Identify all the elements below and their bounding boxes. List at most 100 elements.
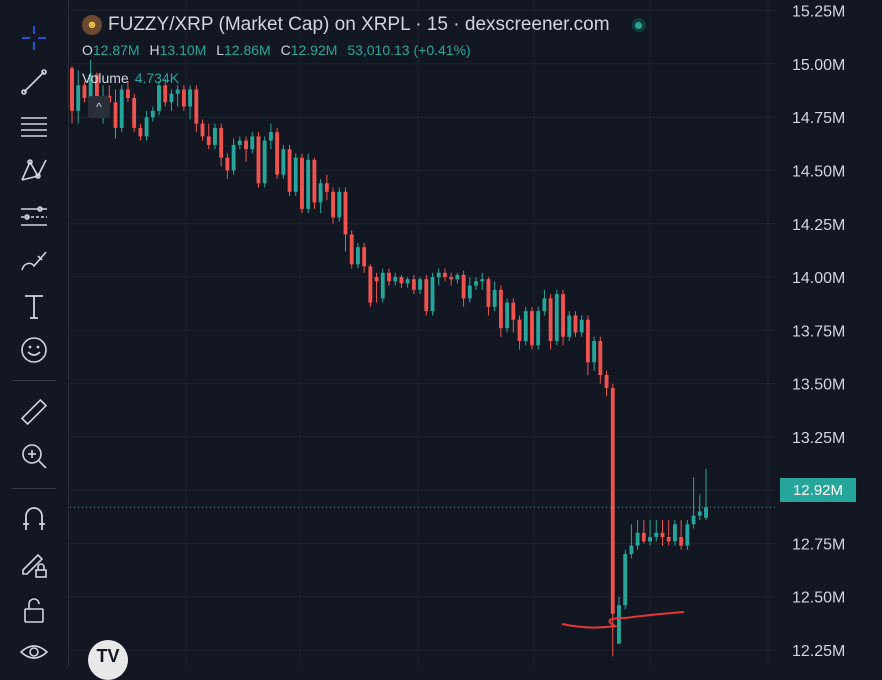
unlock-icon[interactable] [14, 590, 54, 630]
candle-body [660, 532, 665, 538]
candle-body [635, 532, 640, 546]
candle-body [430, 277, 435, 312]
candle-body [573, 315, 578, 333]
candle-body [324, 183, 329, 192]
candle-body [467, 285, 472, 299]
candle-body [411, 279, 416, 290]
candle-body [275, 132, 280, 175]
candle-body [126, 89, 130, 99]
candle-body [231, 144, 236, 171]
candle-body [511, 302, 516, 320]
candle-body [262, 140, 267, 184]
candle-body [436, 272, 441, 278]
candle-body [554, 294, 559, 341]
price-chart[interactable]: 12.25M12.50M12.75M13.00M13.25M13.50M13.7… [0, 0, 882, 666]
candle-body [318, 183, 323, 203]
trend-line-icon[interactable] [14, 62, 54, 102]
candle-body [355, 247, 360, 265]
candle-body [200, 123, 205, 137]
candle-body [623, 554, 628, 606]
candle-body [393, 277, 398, 282]
candle-body [523, 311, 528, 341]
candle-body [542, 298, 547, 312]
candle-body [163, 85, 168, 103]
y-axis-tick-label: 13.50M [792, 377, 845, 394]
candle-body [654, 532, 659, 538]
toolbar-divider [12, 488, 56, 489]
candle-body [194, 89, 199, 124]
chart-legend: ☻ FUZZY/XRP (Market Cap) on XRPL · 15 · … [82, 14, 646, 58]
candle-body [219, 127, 224, 158]
candle-body [474, 281, 478, 286]
candle-body [666, 537, 671, 542]
close-key: C [280, 42, 291, 58]
candle-body [461, 274, 466, 299]
candle-body [306, 159, 311, 209]
y-axis-tick-label: 12.25M [792, 643, 845, 660]
low-key: L [216, 42, 224, 58]
candle-body [480, 279, 485, 282]
candle-body [206, 136, 211, 145]
candle-body [237, 140, 242, 145]
brush-icon[interactable] [14, 240, 54, 280]
candle-body [505, 302, 510, 329]
candle-body [405, 279, 410, 284]
candle-body [697, 511, 702, 516]
magnet-icon[interactable] [14, 498, 54, 538]
horizontal-lines-icon[interactable] [14, 106, 54, 146]
text-icon[interactable] [14, 286, 54, 326]
volume-value: 4.734K [134, 70, 180, 86]
candle-body [492, 289, 497, 307]
candle-body [567, 315, 572, 337]
candle-body [343, 191, 348, 235]
candle-body [530, 311, 534, 346]
candle-body [704, 507, 708, 518]
crosshair-icon[interactable] [14, 18, 54, 58]
candle-body [150, 110, 155, 118]
candle-body [380, 272, 385, 299]
fib-icon[interactable] [14, 196, 54, 236]
candle-body [132, 98, 137, 128]
candle-body [517, 319, 522, 341]
candle-body [287, 149, 292, 192]
y-axis-tick-label: 14.25M [792, 217, 845, 234]
y-axis-tick-label: 15.25M [792, 4, 845, 21]
candle-body [610, 387, 615, 614]
candle-body [88, 74, 93, 99]
candle-body [679, 537, 684, 546]
candle-body [374, 277, 379, 282]
ruler-icon[interactable] [14, 392, 54, 432]
candle-body [536, 311, 541, 346]
open-value: 12.87M [92, 42, 140, 58]
zoom-in-icon[interactable] [14, 436, 54, 476]
candle-body [256, 136, 261, 184]
eye-icon[interactable] [14, 632, 54, 672]
candle-body [455, 274, 460, 280]
lock-pencil-icon[interactable] [14, 544, 54, 584]
y-axis-tick-label: 13.75M [792, 323, 845, 340]
candle-body [337, 191, 342, 218]
candle-body [548, 298, 553, 341]
emoji-icon[interactable] [14, 330, 54, 370]
candle-body [579, 319, 584, 333]
candle-body [585, 319, 590, 363]
tradingview-logo[interactable]: TV [88, 640, 128, 680]
candle-body [648, 537, 652, 542]
candle-body [443, 272, 447, 278]
pattern-icon[interactable] [14, 150, 54, 190]
candle-body [144, 117, 149, 137]
ohlc-row: O12.87M H13.10M L12.86M C12.92M 53,010.1… [82, 42, 646, 58]
candle-body [691, 515, 696, 525]
candle-body [424, 279, 429, 312]
candle-body [113, 102, 118, 128]
legend-title-row: ☻ FUZZY/XRP (Market Cap) on XRPL · 15 · … [82, 14, 646, 36]
candle-body [169, 93, 174, 103]
candle-body [368, 266, 373, 303]
live-status-icon [631, 18, 646, 32]
candle-body [82, 85, 87, 99]
token-logo-icon: ☻ [82, 15, 102, 35]
freehand-annotation [561, 611, 685, 629]
collapse-legend-button[interactable]: ^ [88, 96, 110, 118]
last-price-tag: 12.92M [780, 478, 856, 502]
candle-body [592, 340, 597, 363]
